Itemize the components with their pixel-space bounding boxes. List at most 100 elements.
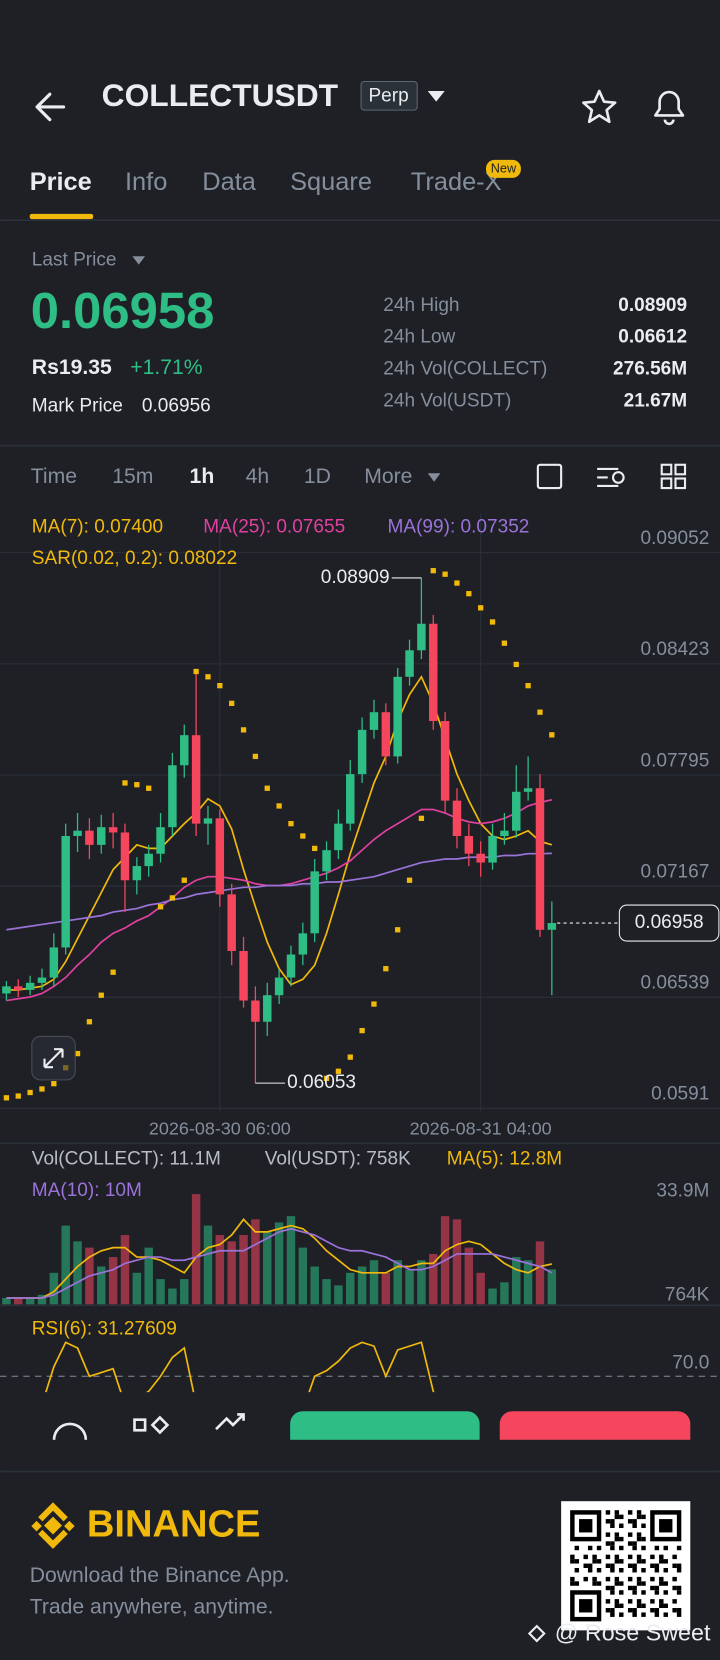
sar-dot [323,1075,330,1082]
qr-cell [596,1559,602,1564]
qr-cell [650,1585,655,1591]
sar-dot [335,1068,342,1074]
favorite-button[interactable] [582,89,617,124]
tool-icon[interactable] [660,463,673,476]
tab[interactable]: Square [290,168,372,196]
volume-bar [274,1222,284,1305]
toolbar-icon[interactable] [133,1418,147,1432]
candle-body [452,800,462,837]
interval[interactable]: 1h [190,465,215,488]
qr-cell [676,1612,682,1617]
qr-cell [641,1545,646,1551]
qr-cell [654,1568,660,1573]
qr-cell [632,1612,637,1617]
tab[interactable]: Data [202,168,257,196]
qr-cell [614,1514,620,1520]
candle-body [144,853,153,867]
interval[interactable]: Time [31,465,77,488]
last-price: 0.06958 [31,282,215,339]
volume-bar [512,1257,521,1305]
legend-entry: MA(5): 12.8M [447,1148,562,1169]
x-tick-label: 2026-08-30 06:00 [149,1118,291,1138]
qr-cell [676,1563,682,1569]
tool-icon[interactable] [597,467,619,487]
qr-cell [632,1519,637,1524]
qr-cell [610,1563,615,1569]
more-dropdown[interactable] [427,473,441,482]
volume-ma-line [6,1217,553,1299]
interval[interactable]: More [364,465,412,488]
candle-body [85,830,94,845]
volume-bar [97,1266,106,1305]
alert-button[interactable] [654,90,685,126]
stats: 24h High 0.08909 24h Low 0.06612 24h Vol(COL… [383,295,687,411]
tab[interactable]: Price [30,168,92,196]
volume-bar [405,1269,414,1305]
candle-body [2,986,11,994]
high-label: 0.08909 [321,567,390,588]
volume-bar [523,1260,533,1305]
qr-cell [654,1545,660,1551]
qr-cell [659,1599,664,1604]
qr-cell [636,1576,642,1582]
volume-bar [132,1272,142,1305]
qr-cell [650,1608,655,1613]
sar-dot [98,992,104,998]
sar-dot [525,683,531,689]
stat-value: 276.56M [613,359,687,380]
interval[interactable]: 4h [246,465,270,488]
qr-cell [676,1590,682,1595]
back-button[interactable] [35,92,66,122]
ma-line [6,675,553,991]
sar-dot [478,605,484,611]
volume-bar [464,1247,474,1305]
interval[interactable]: 1D [304,465,331,488]
candle-body [49,947,59,978]
qr-cell [610,1612,615,1617]
y-tick-label: 0.09052 [641,528,710,549]
last-price-dropdown[interactable] [132,256,146,265]
qr-cell [627,1576,633,1582]
qr-cell [619,1514,624,1520]
interval[interactable]: 15m [112,465,153,488]
qr-cell [614,1559,620,1564]
qr-cell [659,1576,664,1582]
candle-body [393,676,402,757]
tab[interactable]: Info [125,168,167,196]
sar-dot [252,753,259,760]
qr-cell [663,1603,668,1609]
qr-cell [619,1523,624,1528]
qr-cell [610,1545,615,1551]
stat-value: 0.08909 [618,295,687,316]
volume-bar [535,1241,545,1305]
candle-body [14,986,23,990]
qr-cell [605,1541,611,1546]
volume-bar [14,1297,23,1305]
toolbar-icon[interactable] [215,1413,245,1431]
tool-icon[interactable] [536,463,563,490]
volume-bar [191,1194,201,1305]
stat-label: 24h Low [383,327,455,348]
volume-bar [488,1288,497,1305]
qr-cell [641,1568,646,1573]
sar-dot [157,904,164,910]
qr-cell [627,1585,633,1591]
volume-bar [120,1235,130,1305]
volume-bar [393,1260,402,1305]
volume-bar [263,1231,272,1305]
qr-cell [632,1590,637,1595]
candle-body [440,721,450,801]
qr-cell [614,1599,620,1604]
qr-cell [583,1554,588,1560]
qr-cell [636,1559,642,1564]
symbol-dropdown[interactable] [427,91,445,102]
symbol-title[interactable]: COLLECTUSDT [102,77,339,113]
sar-dot [501,640,508,646]
qr-cell [663,1568,668,1573]
legend-entry: Vol(COLLECT): 11.1M [32,1148,221,1169]
sar-dot [264,785,270,791]
tab[interactable]: Trade-X [411,168,502,196]
sar-dot [359,1027,365,1034]
